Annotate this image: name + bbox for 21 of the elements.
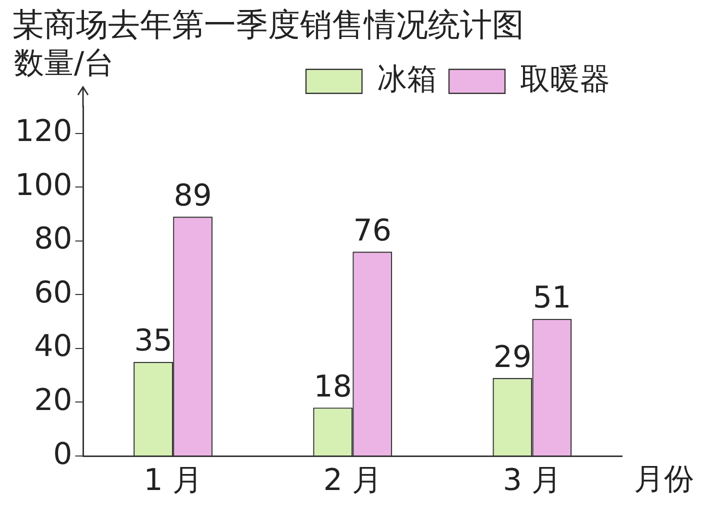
y-tick-label: 120 <box>14 114 72 150</box>
data-label: 89 <box>174 178 212 214</box>
x-axis-title: 月份 <box>634 462 694 497</box>
y-tick-label: 80 <box>34 222 72 257</box>
data-label: 51 <box>532 280 572 316</box>
data-label: 76 <box>353 213 392 248</box>
chart-title: 某商场去年第一季度销售情况统计图 <box>12 6 524 44</box>
x-tick-label: 3 月 <box>502 462 562 498</box>
legend-label: 冰箱 <box>377 62 437 98</box>
data-label: 35 <box>134 324 172 359</box>
y-tick-label: 100 <box>14 168 72 203</box>
x-tick-label: 1 月 <box>144 462 202 498</box>
y-tick-label: 0 <box>53 436 72 472</box>
data-label: 18 <box>314 369 352 404</box>
y-tick-label: 40 <box>34 329 72 364</box>
data-label: 29 <box>493 340 532 375</box>
y-axis-title: 数量/台 <box>14 46 114 82</box>
y-tick-label: 60 <box>34 275 72 310</box>
x-tick-label: 2 月 <box>323 462 382 498</box>
y-tick-label: 20 <box>34 383 72 418</box>
legend-label: 取暖器 <box>520 62 610 98</box>
